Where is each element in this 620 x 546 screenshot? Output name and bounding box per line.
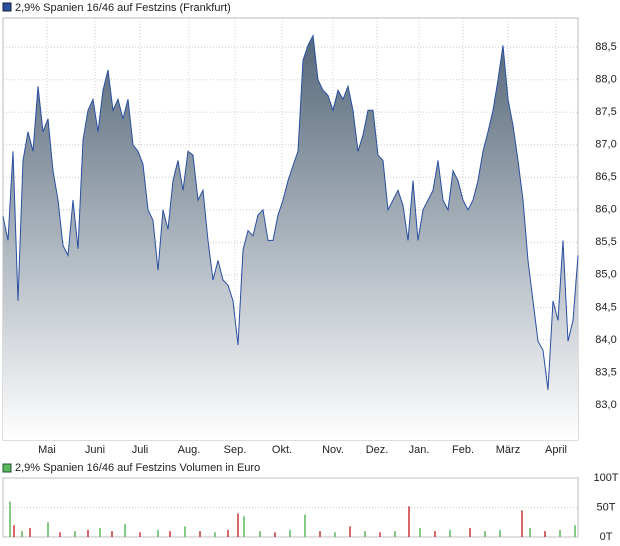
bar [259, 531, 261, 537]
bar [169, 531, 171, 537]
bar [304, 514, 306, 537]
x-tick-label: Juli [132, 444, 149, 456]
x-tick-label: März [496, 444, 520, 456]
bar [419, 528, 421, 537]
bar [157, 529, 159, 537]
y-tick-label: 83,0 [595, 399, 616, 411]
chart-title: 2,9% Spanien 16/46 auf Festzins Volumen … [15, 462, 260, 474]
x-tick-label: Feb. [452, 444, 474, 456]
legend-icon [2, 2, 12, 12]
x-tick-label: Juni [85, 444, 105, 456]
bar [449, 529, 451, 537]
bar [214, 532, 216, 537]
bar [124, 524, 126, 537]
bar [469, 528, 471, 537]
y-tick-label: 83,5 [595, 366, 616, 378]
bar [9, 501, 11, 537]
bar [99, 528, 101, 537]
x-tick-label: Aug. [178, 444, 201, 456]
x-tick-label: Nov. [322, 444, 344, 456]
area [3, 35, 578, 440]
y-tick-label: 86,0 [595, 204, 616, 216]
y-tick-label: 84,5 [595, 301, 616, 313]
bar [574, 525, 576, 537]
y-tick-label: 86,5 [595, 171, 616, 183]
y-tick-label: 88,0 [595, 74, 616, 86]
bar [521, 510, 523, 537]
bar [139, 532, 141, 537]
line [2, 33, 579, 390]
bar [434, 531, 436, 537]
bar [47, 522, 49, 537]
bar [499, 529, 501, 537]
bar [111, 531, 113, 537]
y-tick-label: 84,0 [595, 334, 616, 346]
y-tick-label: 0T [600, 531, 613, 543]
watermark: KTIEN [216, 195, 275, 217]
bar [184, 526, 186, 537]
x-tick-label: Mai [38, 444, 56, 456]
x-tick-label: April [545, 444, 567, 456]
bar [289, 529, 291, 537]
x-tick-label: Sep. [224, 444, 247, 456]
bar [334, 532, 336, 537]
bar [243, 516, 245, 537]
bar [21, 531, 23, 537]
bar [59, 532, 61, 537]
y-tick-label: 88,5 [595, 41, 616, 53]
bar [74, 531, 76, 537]
y-tick-label: 87,5 [595, 106, 616, 118]
bar [13, 525, 15, 537]
bar [544, 531, 546, 537]
bar [87, 529, 89, 537]
bar [319, 531, 321, 537]
x-tick-label: Okt. [272, 444, 292, 456]
legend-icon [2, 463, 12, 473]
y-tick-label: 87,0 [595, 139, 616, 151]
bar [227, 529, 229, 537]
x-tick-label: Dez. [366, 444, 389, 456]
bar [529, 528, 531, 537]
x-tick-label: Jan. [409, 444, 430, 456]
bar [274, 532, 276, 537]
y-tick-label: 100T [593, 472, 618, 484]
bar [559, 529, 561, 537]
bar [408, 506, 410, 537]
bar [349, 526, 351, 537]
plot-frame [2, 477, 579, 538]
y-tick-label: 85,5 [595, 236, 616, 248]
chart-title: 2,9% Spanien 16/46 auf Festzins (Frankfu… [15, 2, 231, 14]
y-tick-label: 85,0 [595, 269, 616, 281]
bar [379, 532, 381, 537]
bar [199, 531, 201, 537]
bar [237, 513, 239, 537]
bar [364, 531, 366, 537]
bar [29, 528, 31, 537]
bar [484, 531, 486, 537]
y-tick-label: 50T [597, 501, 616, 513]
bar [394, 531, 396, 537]
